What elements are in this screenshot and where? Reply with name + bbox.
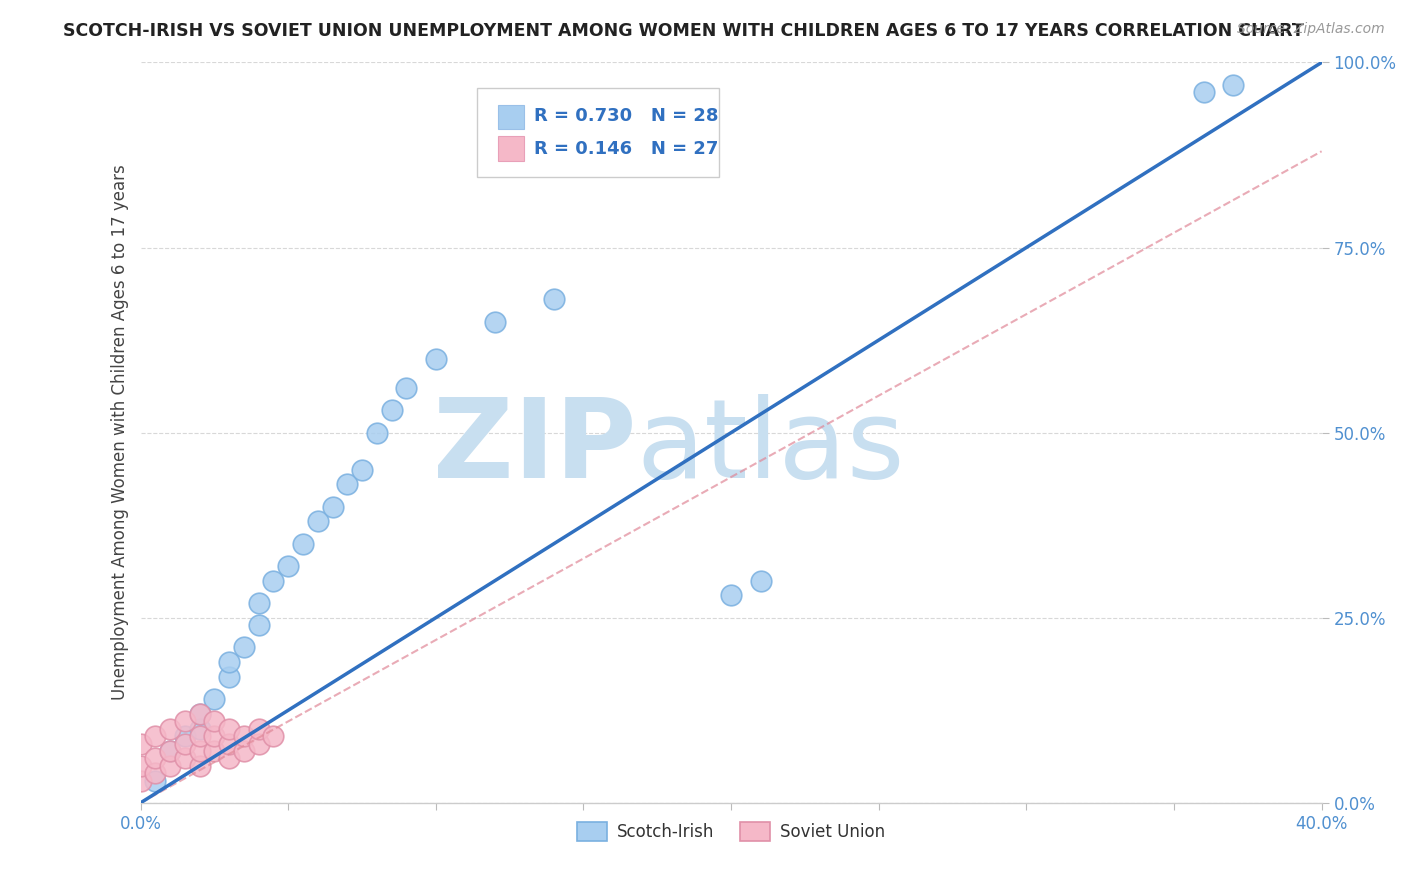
Point	[218, 670, 240, 684]
Point	[188, 706, 211, 721]
Y-axis label: Unemployment Among Women with Children Ages 6 to 17 years: Unemployment Among Women with Children A…	[111, 165, 129, 700]
Point	[1222, 78, 1244, 92]
Point	[352, 462, 374, 476]
Point	[218, 751, 240, 765]
Point	[247, 737, 270, 751]
Point	[366, 425, 388, 440]
Point	[174, 751, 197, 765]
Point	[202, 692, 225, 706]
Text: Source: ZipAtlas.com: Source: ZipAtlas.com	[1237, 22, 1385, 37]
Point	[159, 744, 181, 758]
Point	[247, 618, 270, 632]
Point	[218, 722, 240, 736]
Point	[188, 706, 211, 721]
Point	[307, 515, 329, 529]
Point	[262, 574, 284, 588]
Point	[129, 737, 152, 751]
Point	[188, 722, 211, 736]
Point	[336, 477, 359, 491]
Point	[145, 766, 166, 780]
Point	[380, 403, 404, 417]
Point	[543, 293, 565, 307]
Point	[188, 744, 211, 758]
Point	[321, 500, 344, 514]
Point	[174, 714, 197, 729]
Text: atlas: atlas	[637, 394, 905, 501]
FancyBboxPatch shape	[477, 88, 720, 178]
Point	[233, 640, 256, 655]
Point	[159, 744, 181, 758]
Legend: Scotch-Irish, Soviet Union: Scotch-Irish, Soviet Union	[571, 815, 891, 847]
Point	[1192, 85, 1215, 99]
Point	[247, 596, 270, 610]
Point	[484, 314, 506, 328]
Point	[277, 558, 299, 573]
Text: R = 0.146   N = 27: R = 0.146 N = 27	[534, 140, 718, 158]
Text: R = 0.730   N = 28: R = 0.730 N = 28	[534, 107, 718, 125]
Point	[202, 714, 225, 729]
Point	[233, 744, 256, 758]
Point	[145, 751, 166, 765]
Bar	[499, 104, 524, 129]
Text: ZIP: ZIP	[433, 394, 637, 501]
Point	[218, 655, 240, 669]
Point	[425, 351, 447, 366]
Point	[174, 729, 197, 743]
Bar	[499, 136, 524, 161]
Point	[218, 737, 240, 751]
Point	[129, 758, 152, 772]
Point	[395, 381, 418, 395]
Point	[145, 729, 166, 743]
Point	[188, 729, 211, 743]
Point	[145, 773, 166, 788]
Point	[129, 773, 152, 788]
Point	[749, 574, 772, 588]
Point	[159, 722, 181, 736]
Point	[292, 536, 315, 550]
Point	[159, 758, 181, 772]
Point	[188, 758, 211, 772]
Point	[202, 729, 225, 743]
Point	[262, 729, 284, 743]
Text: SCOTCH-IRISH VS SOVIET UNION UNEMPLOYMENT AMONG WOMEN WITH CHILDREN AGES 6 TO 17: SCOTCH-IRISH VS SOVIET UNION UNEMPLOYMEN…	[63, 22, 1303, 40]
Point	[233, 729, 256, 743]
Point	[174, 737, 197, 751]
Point	[202, 744, 225, 758]
Point	[247, 722, 270, 736]
Point	[720, 589, 742, 603]
